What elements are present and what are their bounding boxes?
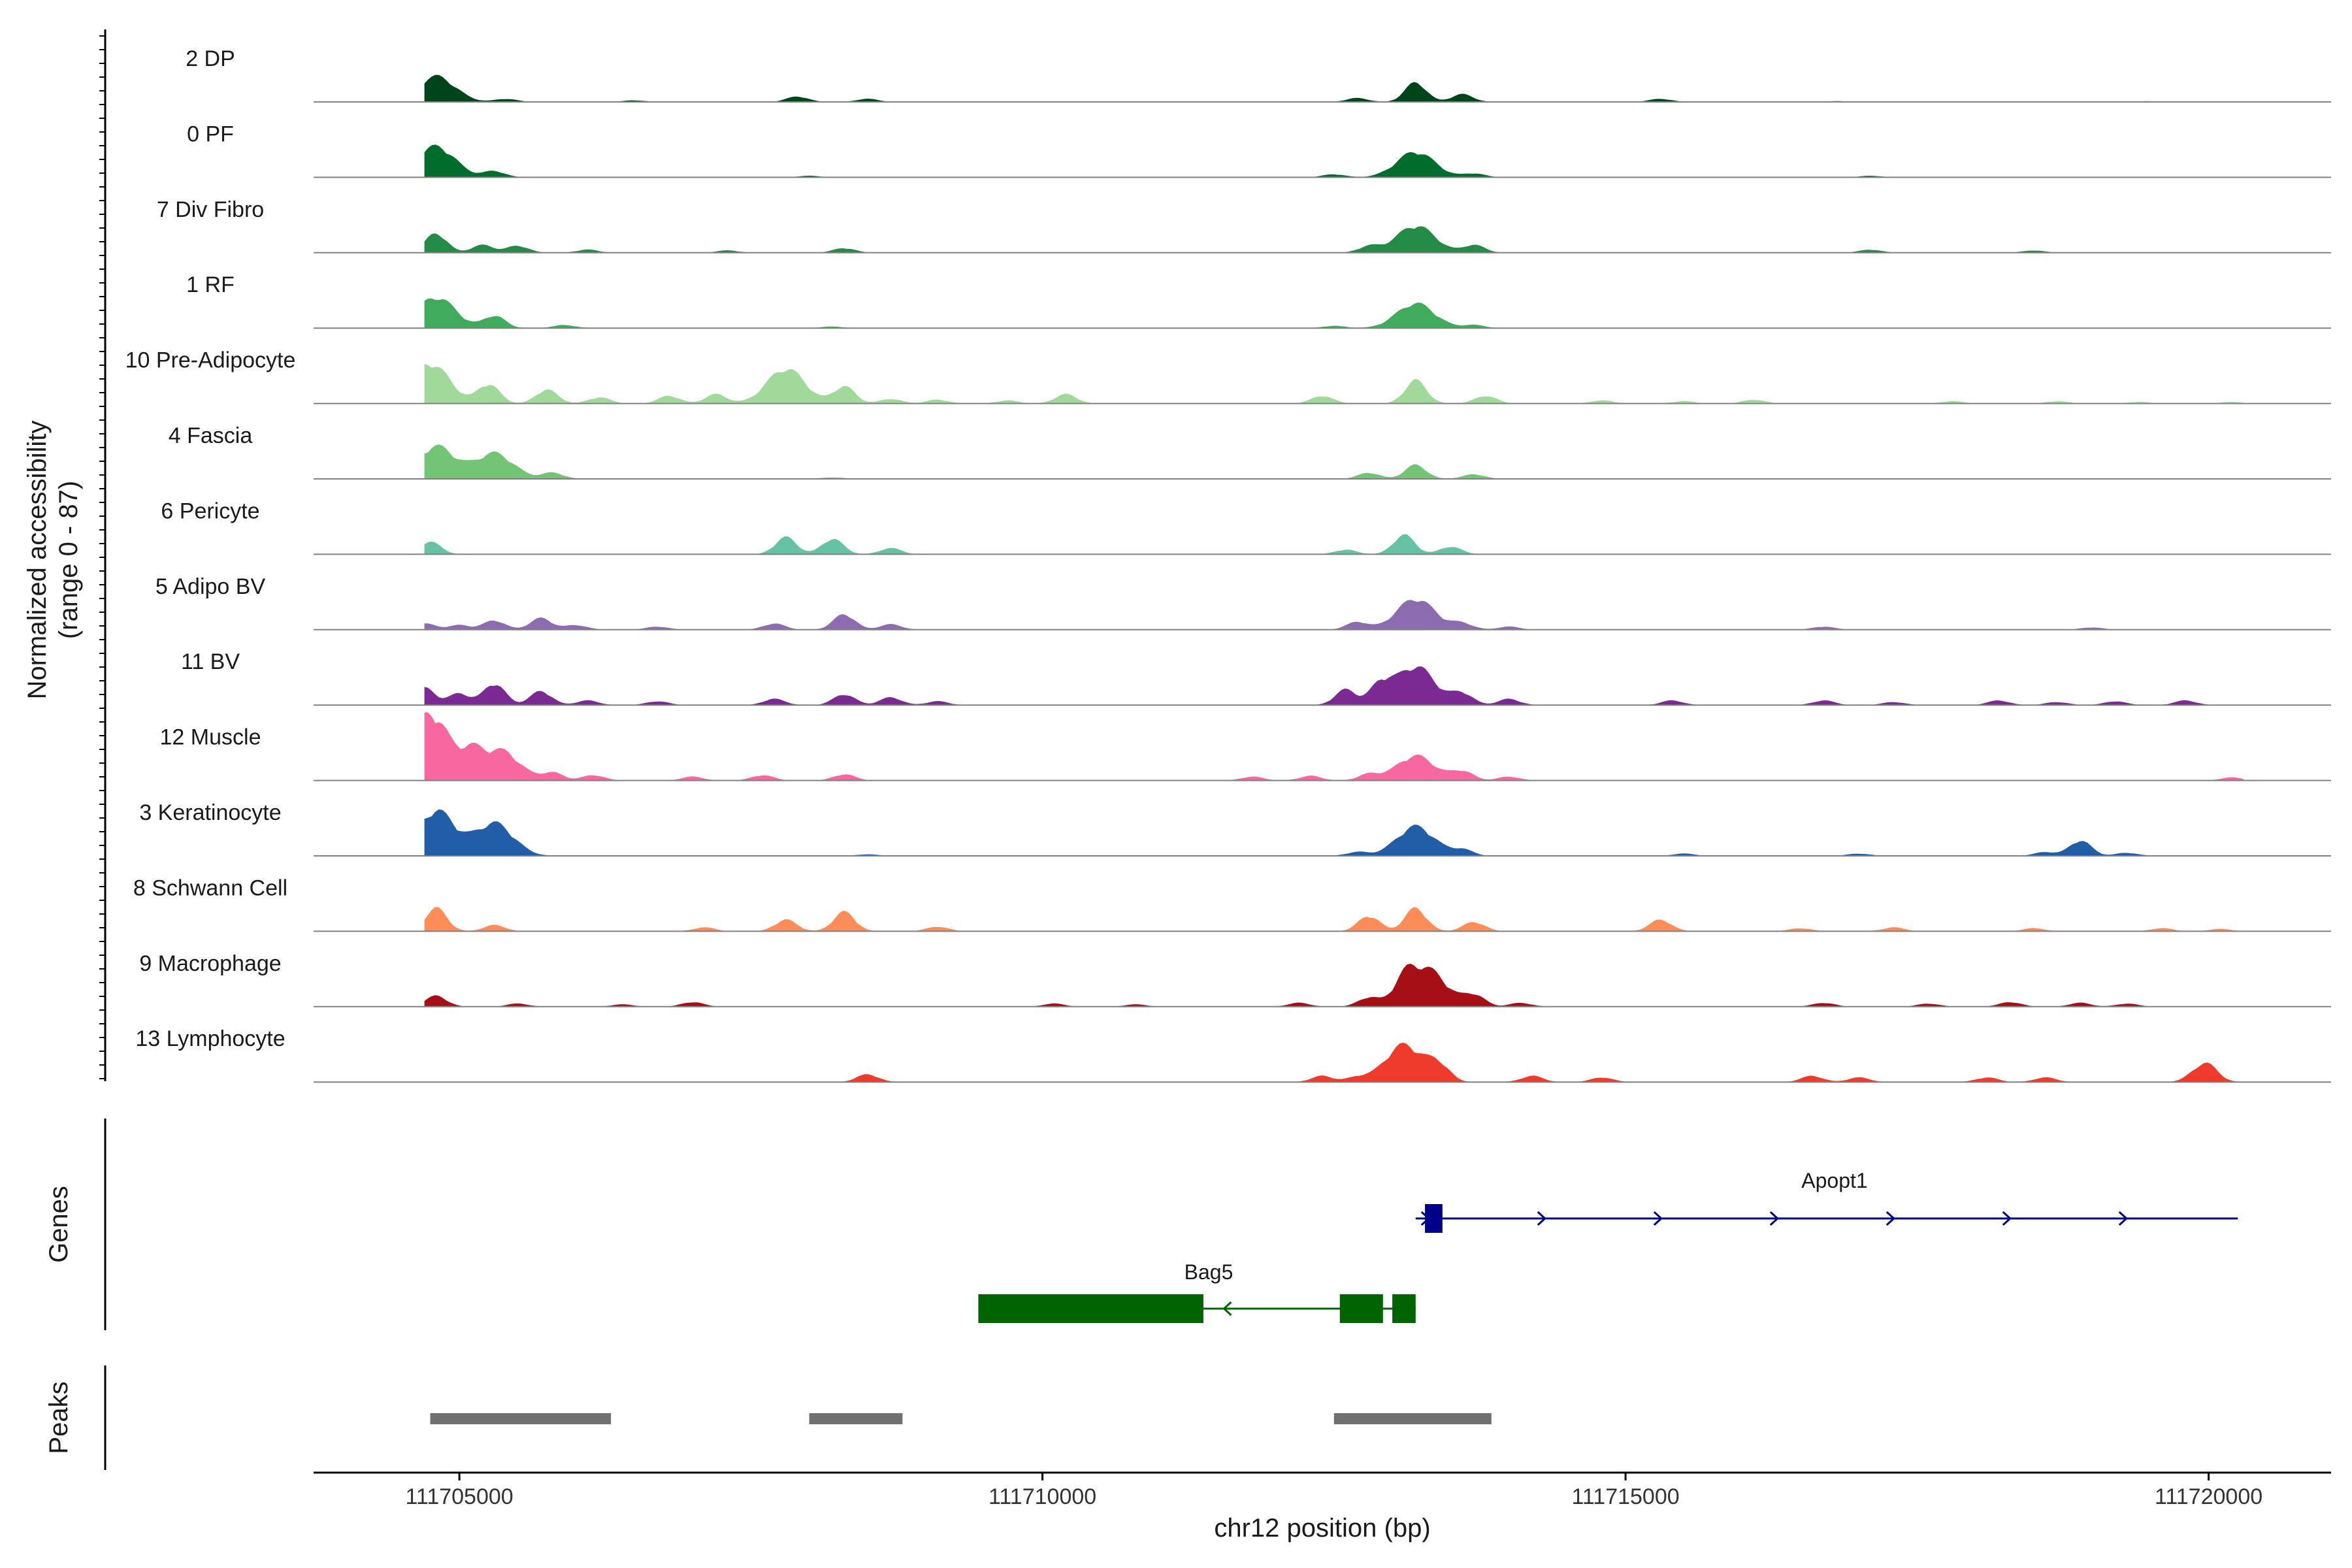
peaks-panel-label: Peaks	[44, 1381, 73, 1454]
coverage-area	[424, 534, 2244, 555]
track-5-adipo-bv: 5 Adipo BV	[155, 574, 2331, 630]
strand-arrow	[1653, 1211, 1663, 1226]
track-1-rf: 1 RF	[186, 272, 2331, 329]
strand-arrow	[1886, 1211, 1896, 1226]
track-label: 4 Fascia	[169, 423, 253, 448]
track-0-pf: 0 PF	[187, 122, 2331, 178]
track-4-fascia: 4 Fascia	[169, 423, 2331, 480]
coverage-area	[424, 226, 2244, 253]
coverage-area	[424, 144, 2244, 178]
gene-bag5: Bag5	[978, 1260, 1416, 1323]
exon	[1392, 1294, 1416, 1323]
peaks-panel: Peaks	[44, 1365, 1492, 1470]
x-axis: 111705000 111710000 111715000 111720000 chr…	[314, 1471, 2331, 1543]
coverage-area	[424, 364, 2244, 404]
track-label: 10 Pre-Adipocyte	[125, 348, 296, 373]
coverage-area	[424, 666, 2244, 706]
strand-arrow	[1769, 1211, 1780, 1226]
track-6-pericyte: 6 Pericyte	[161, 498, 2331, 555]
track-label: 13 Lymphocyte	[135, 1026, 285, 1051]
genes-panel-label: Genes	[44, 1186, 73, 1263]
coverage-area	[424, 809, 2244, 856]
track-7-div-fibro: 7 Div Fibro	[157, 197, 2331, 253]
coverage-area	[424, 907, 2244, 932]
strand-arrow	[2118, 1211, 2129, 1226]
track-label: 6 Pericyte	[161, 498, 259, 523]
y-axis-title: Normalized accessibility	[23, 421, 52, 700]
gene-apopt1: Apopt1	[1415, 1169, 2238, 1233]
track-12-muscle: 12 Muscle	[160, 712, 2331, 781]
track-label: 2 DP	[186, 46, 235, 71]
coverage-area	[424, 712, 2244, 781]
strand-arrow	[2002, 1211, 2012, 1226]
exon	[978, 1294, 1203, 1323]
coverage-area	[424, 964, 2244, 1007]
coverage-area	[424, 1042, 2244, 1083]
coverage-area	[424, 600, 2244, 630]
track-label: 8 Schwann Cell	[133, 875, 287, 900]
peak-region	[809, 1413, 903, 1424]
x-axis-title: chr12 position (bp)	[1214, 1514, 1430, 1543]
peak-region	[430, 1413, 612, 1424]
x-tick-label: 111705000	[406, 1484, 514, 1509]
track-label: 3 Keratinocyte	[139, 800, 281, 825]
track-9-macrophage: 9 Macrophage	[139, 951, 2331, 1007]
strand-arrow	[1222, 1301, 1232, 1316]
track-label: 7 Div Fibro	[157, 197, 264, 222]
track-3-keratinocyte: 3 Keratinocyte	[139, 800, 2331, 857]
track-label: 12 Muscle	[160, 725, 261, 750]
gene-name: Apopt1	[1801, 1169, 1867, 1192]
track-11-bv: 11 BV	[181, 649, 2331, 706]
y-axis-range: (range 0 - 87)	[54, 481, 83, 639]
strand-arrow	[1537, 1211, 1547, 1226]
track-label: 11 BV	[181, 649, 240, 674]
genes-panel: Genes Apopt1 Bag5	[44, 1119, 2238, 1330]
track-label: 5 Adipo BV	[155, 574, 266, 599]
gene-name: Bag5	[1184, 1260, 1233, 1284]
exon	[1339, 1294, 1383, 1323]
track-label: 9 Macrophage	[139, 951, 281, 976]
exon	[1425, 1204, 1443, 1233]
peak-region	[1333, 1413, 1492, 1424]
track-13-lymphocyte: 13 Lymphocyte	[135, 1026, 2331, 1083]
coverage-tracks: 2 DP 0 PF 7 Div Fibro 1 RF 10 Pre-Adipocyte 4…	[125, 46, 2331, 1083]
coverage-area	[424, 444, 2244, 479]
track-10-pre-adipocyte: 10 Pre-Adipocyte	[125, 348, 2331, 404]
coverage-area	[424, 74, 2244, 102]
x-tick-label: 111710000	[988, 1484, 1096, 1509]
x-tick-label: 111715000	[1572, 1484, 1680, 1509]
y-axis: Normalized accessibility (range 0 - 87)	[23, 29, 106, 1081]
coverage-area	[424, 298, 2244, 329]
track-2-dp: 2 DP	[186, 46, 2331, 103]
x-tick-label: 111720000	[2155, 1484, 2262, 1509]
track-label: 0 PF	[187, 122, 234, 146]
track-8-schwann-cell: 8 Schwann Cell	[133, 875, 2331, 932]
track-label: 1 RF	[186, 272, 235, 297]
